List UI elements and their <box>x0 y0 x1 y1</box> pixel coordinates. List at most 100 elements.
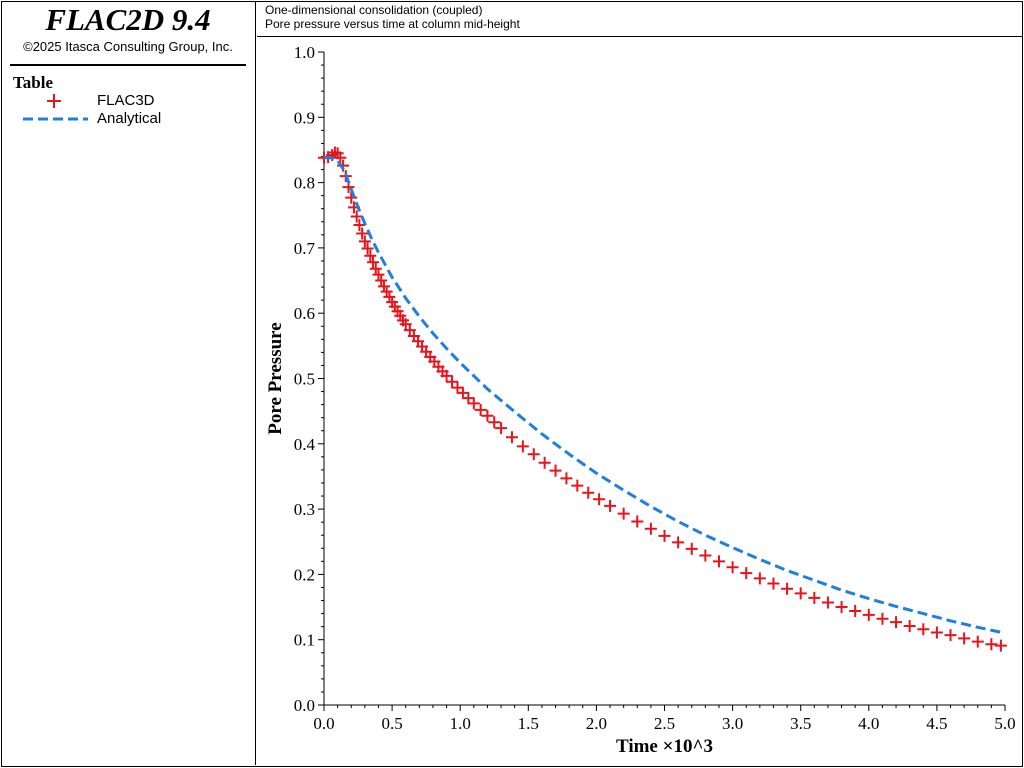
x-tick-label: 0.0 <box>313 714 334 733</box>
data-point-flac3d <box>958 632 971 645</box>
copyright-text: ©2025 Itasca Consulting Group, Inc. <box>23 39 233 54</box>
legend-divider <box>10 64 246 66</box>
series-line-analytical <box>324 156 1006 635</box>
app-title: FLAC2D 9.4 <box>45 2 211 37</box>
data-point-flac3d <box>685 542 698 555</box>
data-point-flac3d <box>604 499 617 512</box>
data-point-flac3d <box>672 536 685 549</box>
data-point-flac3d <box>631 515 644 528</box>
plot-header: One-dimensional consolidation (coupled) … <box>257 1 1022 37</box>
data-point-flac3d <box>456 386 469 399</box>
data-point-flac3d <box>835 601 848 614</box>
y-axis-label: Pore Pressure <box>265 322 286 434</box>
x-tick-label: 3.0 <box>722 714 743 733</box>
plus-icon <box>47 94 61 108</box>
x-tick-label: 5.0 <box>994 714 1015 733</box>
data-point-flac3d <box>917 623 930 636</box>
x-tick-label: 0.5 <box>381 714 402 733</box>
data-point-flac3d <box>903 619 916 632</box>
x-tick-label: 2.0 <box>586 714 607 733</box>
data-point-flac3d <box>372 268 385 281</box>
data-point-flac3d <box>821 596 834 609</box>
data-point-flac3d <box>516 440 529 453</box>
y-tick-label: 0.8 <box>294 174 315 193</box>
legend-title: Table <box>13 73 54 92</box>
data-point-flac3d <box>994 639 1007 652</box>
header-subtitle: Pore pressure versus time at column mid-… <box>265 17 520 31</box>
data-point-flac3d <box>876 612 889 625</box>
legend-symbols <box>23 94 88 121</box>
data-point-flac3d <box>699 549 712 562</box>
legend-panel: FLAC2D 9.4 ©2025 Itasca Consulting Group… <box>1 1 256 765</box>
y-tick-label: 0.3 <box>294 500 315 519</box>
y-tick-label: 0.2 <box>294 565 315 584</box>
data-point-flac3d <box>862 608 875 621</box>
data-point-flac3d <box>593 493 606 506</box>
data-point-flac3d <box>462 392 475 405</box>
data-point-flac3d <box>808 591 821 604</box>
data-point-flac3d <box>712 555 725 568</box>
data-point-flac3d <box>890 616 903 629</box>
data-point-flac3d <box>467 397 480 410</box>
x-tick-label: 3.5 <box>790 714 811 733</box>
data-point-flac3d <box>361 242 374 255</box>
y-tick-label: 0.7 <box>294 239 316 258</box>
data-point-flac3d <box>380 285 393 298</box>
data-point-flac3d <box>488 416 501 429</box>
data-point-flac3d <box>369 262 382 275</box>
data-point-flac3d <box>549 464 562 477</box>
y-tick-label: 0.9 <box>294 108 315 127</box>
header-title: One-dimensional consolidation (coupled) <box>265 3 483 17</box>
y-tick-label: 0.6 <box>294 304 315 323</box>
data-point-flac3d <box>571 479 584 492</box>
data-point-flac3d <box>971 635 984 648</box>
y-tick-label: 0.4 <box>294 435 316 454</box>
x-tick-label: 1.0 <box>450 714 471 733</box>
y-tick-label: 0.5 <box>294 370 315 389</box>
data-point-flac3d <box>334 151 347 164</box>
y-tick-label: 0.0 <box>294 696 315 715</box>
data-point-flac3d <box>582 486 595 499</box>
data-point-flac3d <box>495 422 508 435</box>
y-tick-label: 0.1 <box>294 631 315 650</box>
data-point-flac3d <box>740 567 753 580</box>
data-point-flac3d <box>767 577 780 590</box>
data-point-flac3d <box>753 572 766 585</box>
data-point-flac3d <box>358 235 371 248</box>
data-point-flac3d <box>781 582 794 595</box>
data-point-flac3d <box>446 375 459 388</box>
data-point-flac3d <box>658 529 671 542</box>
data-point-flac3d <box>930 626 943 639</box>
x-tick-label: 1.5 <box>518 714 539 733</box>
legend-item-flac3d: FLAC3D <box>97 92 155 109</box>
y-tick-label: 1.0 <box>294 43 315 62</box>
data-point-flac3d <box>377 280 390 293</box>
data-point-flac3d <box>726 561 739 574</box>
data-point-flac3d <box>481 409 494 422</box>
x-tick-label: 4.5 <box>926 714 947 733</box>
data-point-flac3d <box>985 638 998 651</box>
data-point-flac3d <box>345 191 358 204</box>
data-point-flac3d <box>356 227 369 240</box>
data-point-flac3d <box>644 522 657 535</box>
data-point-flac3d <box>944 629 957 642</box>
data-point-flac3d <box>375 274 388 287</box>
data-point-flac3d <box>440 369 453 382</box>
data-point-flac3d <box>383 290 396 303</box>
data-point-flac3d <box>353 219 366 232</box>
data-point-flac3d <box>367 256 380 269</box>
data-point-flac3d <box>560 472 573 485</box>
data-point-flac3d <box>527 448 540 461</box>
data-point-flac3d <box>538 456 551 469</box>
data-point-flac3d <box>505 431 518 444</box>
data-point-flac3d <box>364 249 377 262</box>
data-point-flac3d <box>849 604 862 617</box>
data-point-flac3d <box>451 381 464 394</box>
data-point-flac3d <box>617 507 630 520</box>
x-tick-label: 2.5 <box>654 714 675 733</box>
data-point-flac3d <box>474 403 487 416</box>
data-point-flac3d <box>794 587 807 600</box>
legend-item-analytical: Analytical <box>97 110 162 127</box>
